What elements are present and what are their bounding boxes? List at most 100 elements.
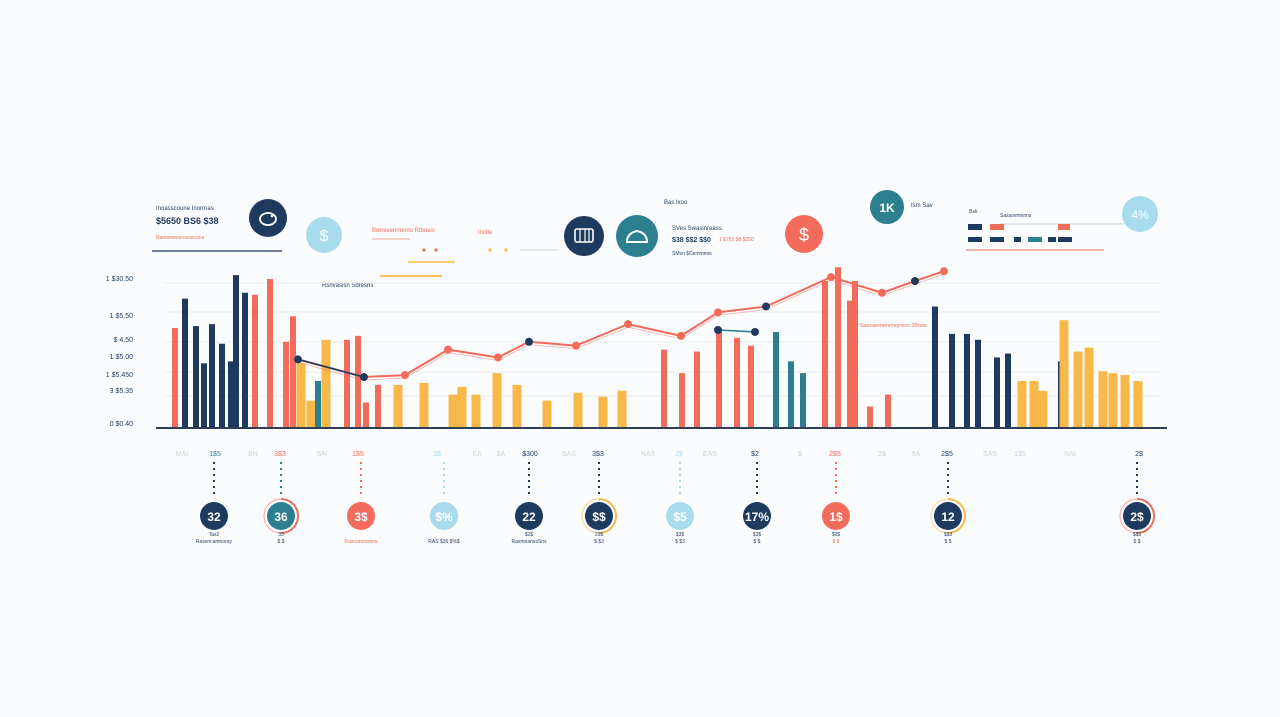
line-point: [624, 320, 632, 329]
revenue-dots: [422, 248, 558, 252]
badge-sublabel: Rasnannssnns: [344, 539, 378, 545]
bar: [885, 394, 891, 428]
badge-label: $3$: [753, 532, 762, 538]
bar: [788, 361, 794, 428]
bar: [492, 373, 502, 428]
svg-text:1K: 1K: [879, 201, 895, 215]
y-tick-label: 1 $5.00: [110, 354, 133, 361]
x-tick-label: EAS: [703, 451, 717, 458]
svg-text:$: $: [320, 228, 329, 245]
trend-line: [294, 267, 948, 382]
savings-subtitle: SMsn $Cemmnes: [672, 251, 712, 257]
x-tick-label: 3$3: [274, 451, 286, 458]
bar: [847, 300, 853, 428]
line-point: [714, 326, 722, 334]
bar: [471, 394, 481, 428]
x-tick-label: MAI: [176, 451, 189, 458]
bar: [355, 335, 361, 428]
bar: [1017, 380, 1027, 428]
badge-ring: [930, 498, 949, 534]
value-badge: [666, 502, 694, 530]
bar: [321, 339, 331, 428]
savings-title: SVes Swasinreass: [672, 226, 722, 232]
badge-label: $3$: [832, 532, 841, 538]
bar: [448, 394, 458, 428]
bar: [1120, 375, 1130, 428]
line-point: [751, 327, 759, 336]
value-badge: [267, 502, 295, 530]
bar: [363, 402, 369, 428]
badge-sublabel: RasmnanssSns: [511, 539, 547, 545]
line-point: [878, 288, 886, 297]
badge-sublabel: $ $3: [675, 539, 685, 545]
x-tick-label: $A: [497, 451, 506, 458]
bar: [296, 363, 306, 428]
bar: [1038, 390, 1048, 428]
value-badge-text: 2$: [1130, 510, 1144, 524]
x-axis-labels: MAI 1$5 BN 3$3 SAI 1$5 3$ EA $A $300 SAS 3$3 NAS 2$ EA…: [176, 451, 1143, 458]
line-point: [401, 371, 409, 380]
value-badge: [515, 502, 543, 530]
legend-heading: Ism Sav: [911, 203, 933, 209]
x-tick-label: 2$: [675, 451, 683, 458]
x-tick-label: SAS: [562, 451, 576, 458]
bar: [1108, 373, 1118, 428]
bar: [193, 326, 199, 428]
value-badge: [200, 502, 228, 530]
line-point: [677, 331, 685, 340]
badge-label: 23$: [595, 532, 604, 538]
cloud-icon: [616, 215, 658, 257]
revenue-title: Borrevenmemo Rtbnvis: [372, 228, 435, 234]
bar: [242, 292, 248, 428]
bar: [182, 298, 188, 428]
bar: [209, 324, 215, 428]
bar: [694, 351, 700, 428]
bar: [1073, 351, 1083, 428]
badge-sublabel: $ $: [945, 539, 952, 545]
badge-sublabel: RAS $36 $%$: [428, 539, 460, 545]
x-tick-label: 1$5: [1014, 451, 1026, 458]
bar: [1059, 320, 1069, 428]
value-badge-text: $5: [673, 510, 687, 524]
bar: [661, 349, 667, 428]
bar: [419, 382, 429, 428]
bar: [964, 333, 970, 428]
value-badge-text: 32: [207, 510, 221, 524]
x-tick-label: $: [798, 451, 802, 458]
header-group-savings: Bas Ixoo SVes Swasinreass $38 $$2 $$0 1 …: [664, 200, 823, 257]
badge-label: Tas2: [209, 532, 220, 538]
y-tick-label: 3 $5.35: [110, 388, 133, 395]
svg-text:4%: 4%: [1131, 208, 1149, 222]
dollar-icon: $: [785, 215, 823, 253]
value-badge-text: 17%: [745, 510, 769, 524]
side-line: [717, 329, 756, 333]
bar: [598, 396, 608, 428]
bar: [949, 333, 955, 428]
badge-label: $$3: [1133, 532, 1142, 538]
bar: [228, 361, 234, 428]
y-tick-label: $ 4.50: [114, 337, 134, 344]
legend-small: Bsk: [969, 209, 978, 215]
annotation-label: Sascaemenmeyrenc 35nas: [860, 323, 927, 329]
bar: [822, 281, 828, 428]
value-badge-text: 1$: [829, 510, 843, 524]
value-badge-text: 22: [522, 510, 536, 524]
x-tick-label: BN: [248, 451, 258, 458]
bar: [1005, 353, 1011, 428]
x-tick-label: 9A: [912, 451, 921, 458]
revenue-tag: Incite: [478, 230, 493, 236]
badge-ring: [947, 498, 966, 534]
bar: [457, 386, 467, 428]
badge-ring: [581, 498, 600, 534]
badge-sublabel: Rassncamnoray: [196, 539, 233, 545]
legend-swatches: [968, 224, 1072, 242]
percent-icon: 4%: [1122, 196, 1158, 232]
line-segment: [297, 358, 365, 378]
bar: [867, 406, 873, 428]
series-caption: Rsnvasisn Sbresns: [322, 283, 373, 289]
bar: [267, 279, 273, 428]
header-group-revenue: Borrevenmemo Rtbnvis Incite: [372, 215, 658, 277]
badge-ring: [598, 498, 617, 534]
value-badge: [347, 502, 375, 530]
y-tick-label: 0 $0.40: [110, 421, 133, 428]
